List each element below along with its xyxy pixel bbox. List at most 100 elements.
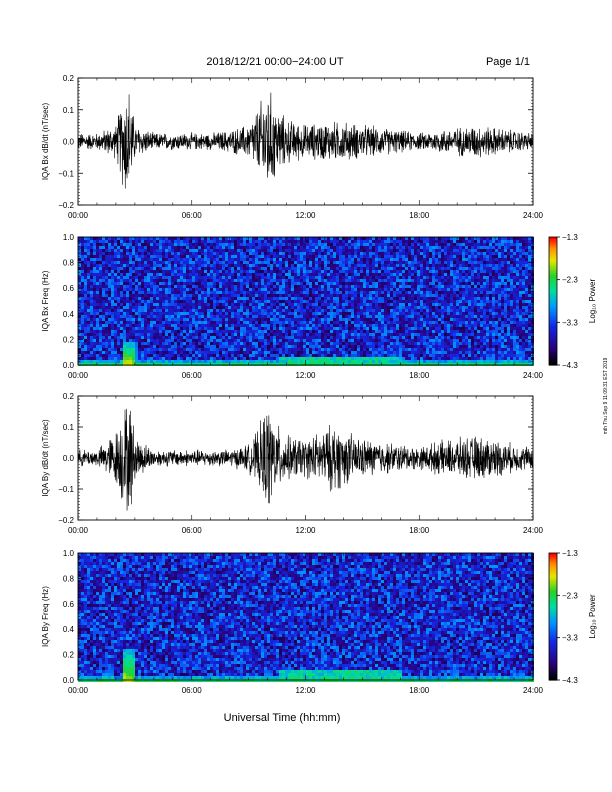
x-tick-label: 12:00 bbox=[295, 211, 316, 220]
colorbar-step bbox=[549, 631, 557, 635]
spectrogram-2 bbox=[78, 237, 534, 366]
colorbar-tick-label: −2.3 bbox=[562, 591, 578, 600]
colorbar-step bbox=[549, 597, 557, 601]
header-date-range: 2018/12/21 00:00−24:00 UT bbox=[206, 56, 344, 68]
colorbar-step bbox=[549, 328, 557, 332]
colorbar-step bbox=[549, 296, 557, 300]
y-tick-label: −0.1 bbox=[58, 169, 74, 178]
colorbar-step bbox=[549, 256, 557, 259]
colorbar-step bbox=[549, 576, 557, 579]
side-note: mth Thu Sep 9 11:09:31 EST 2019 bbox=[603, 357, 609, 434]
colorbar-step bbox=[549, 354, 557, 358]
colorbar-tick-label: −3.3 bbox=[562, 634, 578, 643]
colorbar-step bbox=[549, 352, 557, 355]
x-tick-label: 06:00 bbox=[182, 371, 203, 380]
colorbar-tick-label: −2.3 bbox=[562, 276, 578, 285]
x-tick-label: 06:00 bbox=[182, 526, 203, 535]
colorbar-step bbox=[549, 264, 557, 268]
colorbar-step bbox=[549, 343, 557, 347]
colorbar-step bbox=[549, 641, 557, 645]
y-axis-label: IQA By Freq (Hz) bbox=[41, 586, 50, 647]
colorbar-step bbox=[549, 245, 557, 249]
x-tick-label: 06:00 bbox=[182, 211, 203, 220]
colorbar-step bbox=[549, 341, 557, 345]
colorbar-step bbox=[549, 243, 557, 247]
colorbar-step bbox=[549, 277, 557, 281]
x-tick-label: 18:00 bbox=[409, 371, 430, 380]
colorbar-step bbox=[549, 561, 557, 565]
colorbar-step bbox=[549, 324, 557, 328]
colorbar-step bbox=[549, 260, 557, 264]
colorbar-step bbox=[549, 266, 557, 270]
colorbar-step bbox=[549, 593, 557, 596]
panel-4: −1.3 −2.3 −3.3 −4.3 Log₁₀ Power 1.0 0.8 0.6 0.4 0… bbox=[41, 549, 597, 695]
colorbar-step bbox=[549, 350, 557, 353]
x-tick-label: 18:00 bbox=[409, 686, 430, 695]
colorbar-step bbox=[549, 258, 557, 262]
trace-series-3 bbox=[77, 408, 534, 511]
x-axis-label: Universal Time (hh:mm) bbox=[224, 712, 341, 724]
colorbar-step bbox=[549, 627, 557, 630]
y-tick-label: 0.2 bbox=[63, 392, 75, 401]
colorbar-tick-label: −1.3 bbox=[562, 549, 578, 558]
colorbar-step bbox=[549, 345, 557, 349]
colorbar-step bbox=[549, 667, 557, 671]
colorbar-step bbox=[549, 635, 557, 639]
colorbar-step bbox=[549, 646, 557, 649]
colorbar-tick-label: −4.3 bbox=[562, 676, 578, 685]
panels: 0.20.10.0−0.1−0.200:00 06:00 12:00 18:00 24:… bbox=[41, 74, 597, 695]
colorbar-step bbox=[549, 313, 557, 317]
colorbar-step bbox=[549, 605, 557, 609]
colorbar-step bbox=[549, 339, 557, 343]
colorbar-step bbox=[549, 262, 557, 266]
y-tick-label: 0.0 bbox=[63, 676, 75, 685]
y-tick-label: 0.6 bbox=[63, 284, 75, 293]
colorbar-step bbox=[549, 251, 557, 255]
colorbar-2: −1.3 −2.3 −3.3 −4.3 Log₁₀ Power bbox=[548, 233, 597, 370]
colorbar-step bbox=[549, 673, 557, 677]
colorbar-step bbox=[549, 567, 557, 571]
colorbar-step bbox=[549, 584, 557, 588]
colorbar-step bbox=[549, 254, 557, 257]
colorbar-step bbox=[549, 624, 557, 628]
colorbar-step bbox=[549, 601, 557, 605]
y-tick-label: 0.6 bbox=[63, 600, 75, 609]
colorbar-step bbox=[549, 356, 557, 360]
y-tick-label: 0.0 bbox=[63, 361, 75, 370]
colorbar-step bbox=[549, 301, 557, 304]
colorbar-step bbox=[549, 658, 557, 662]
colorbar-step bbox=[549, 633, 557, 637]
colorbar-step bbox=[549, 360, 557, 364]
colorbar-step bbox=[549, 271, 557, 274]
colorbar-step bbox=[549, 595, 557, 599]
colorbar-step bbox=[549, 333, 557, 336]
y-tick-label: −0.2 bbox=[58, 516, 74, 525]
colorbar-step bbox=[549, 290, 557, 294]
x-tick-label: 18:00 bbox=[409, 211, 430, 220]
x-tick-label: 00:00 bbox=[68, 211, 89, 220]
colorbar-step bbox=[549, 247, 557, 251]
y-tick-label: −0.2 bbox=[58, 201, 74, 210]
colorbar-step bbox=[549, 311, 557, 315]
panel-1: 0.2 0.1 0.0 −0.1 −0.200:00 06:00 12:00 18:00 24:… bbox=[41, 74, 544, 220]
colorbar-step bbox=[549, 569, 557, 573]
colorbar-step bbox=[549, 660, 557, 664]
y-tick-label: 0.2 bbox=[63, 74, 75, 83]
y-tick-label: 0.4 bbox=[63, 625, 75, 634]
colorbar-step bbox=[549, 612, 557, 615]
colorbar-step bbox=[549, 574, 557, 577]
colorbar-step bbox=[549, 582, 557, 586]
colorbar-step bbox=[549, 298, 557, 302]
colorbar-tick-label: −1.3 bbox=[562, 233, 578, 242]
colorbar-step bbox=[549, 241, 557, 244]
y-tick-label: 1.0 bbox=[63, 549, 75, 558]
colorbar-step bbox=[549, 616, 557, 620]
colorbar-step bbox=[549, 599, 557, 603]
colorbar-step bbox=[549, 358, 557, 362]
colorbar-step bbox=[549, 286, 557, 289]
colorbar-step bbox=[549, 622, 557, 626]
colorbar-step bbox=[549, 586, 557, 590]
y-tick-label: 1.0 bbox=[63, 233, 75, 242]
colorbar-label: Log₁₀ Power bbox=[588, 279, 597, 324]
spectrogram-4 bbox=[78, 553, 534, 682]
